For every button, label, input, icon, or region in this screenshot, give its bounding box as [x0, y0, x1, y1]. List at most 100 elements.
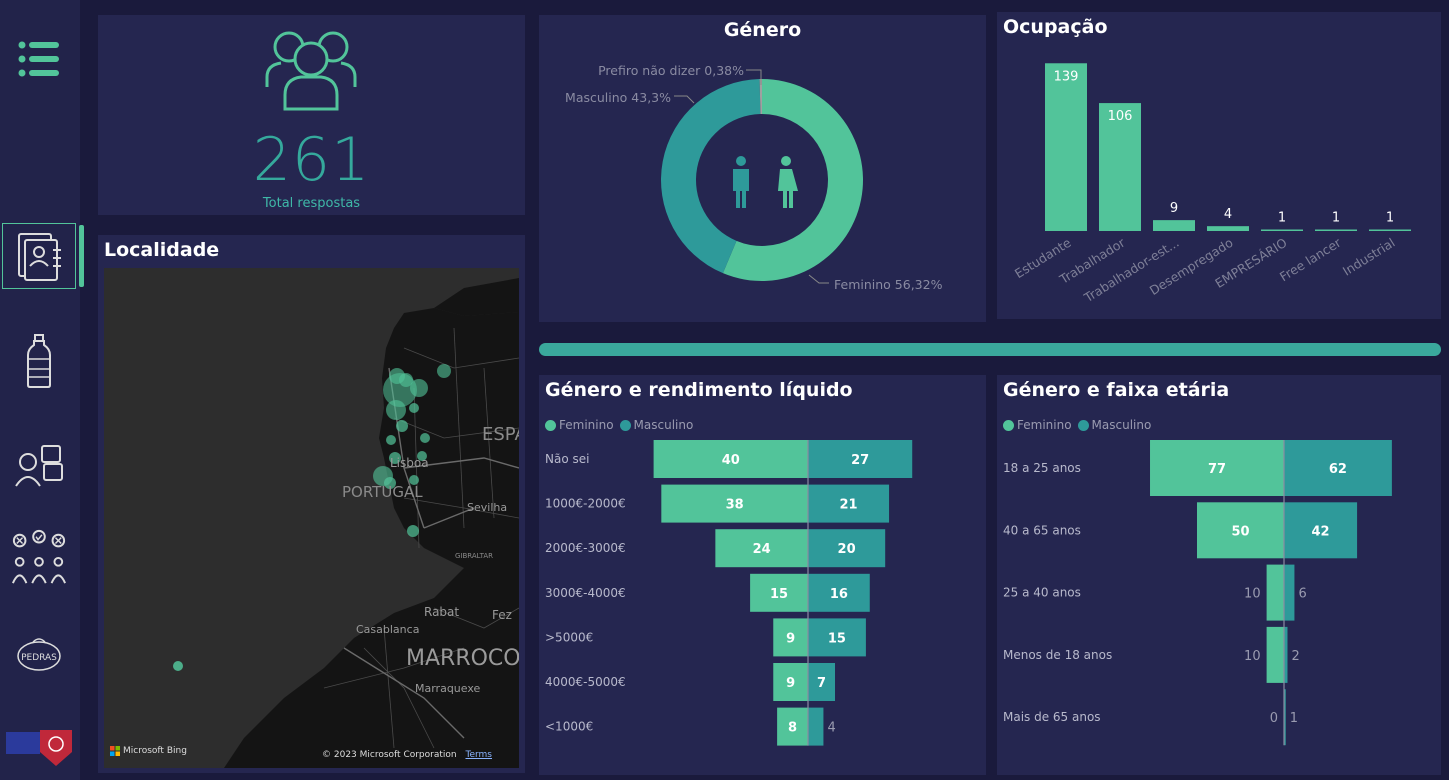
funnel-bar-feminino[interactable]	[777, 707, 808, 746]
svg-text:PEDRAS: PEDRAS	[21, 653, 57, 663]
funnel-bar-masculino[interactable]	[808, 618, 866, 657]
funnel-value-feminino: 10	[1244, 649, 1261, 664]
male-icon	[733, 156, 749, 208]
map-label-sevilha: Sevilha	[467, 501, 507, 514]
legend-masculino[interactable]: Masculino	[619, 418, 693, 432]
female-icon	[778, 156, 798, 208]
funnel-value-masculino: 16	[830, 587, 848, 602]
legend-feminino[interactable]: Feminino	[1003, 418, 1072, 432]
funnel-bar-feminino[interactable]	[661, 484, 808, 523]
bottle-icon[interactable]	[10, 332, 68, 390]
map-label-marrocos: MARROCOS	[406, 646, 519, 671]
faixa-legend: Feminino Masculino	[1003, 418, 1157, 432]
funnel-bar-feminino[interactable]	[1150, 440, 1284, 496]
funnel-value-masculino: 21	[839, 498, 857, 513]
funnel-bar-masculino[interactable]	[1284, 502, 1358, 559]
ocupacao-bar[interactable]	[1207, 226, 1249, 231]
kpi-value: 261	[252, 125, 371, 195]
ocupacao-bar-value: 1	[1386, 211, 1394, 226]
funnel-value-feminino: 38	[726, 498, 744, 513]
funnel-row-label: 18 a 25 anos	[1003, 461, 1081, 475]
funnel-value-masculino: 7	[817, 676, 826, 691]
funnel-value-feminino: 0	[1270, 711, 1278, 726]
funnel-bar-feminino[interactable]	[1266, 564, 1284, 621]
ocupacao-bar-value: 1	[1332, 211, 1340, 226]
funnel-bar-masculino[interactable]	[808, 707, 824, 746]
funnel-row-label: 40 a 65 anos	[1003, 523, 1081, 537]
funnel-bar-feminino[interactable]	[773, 618, 808, 657]
map-label-espa: ESPA	[482, 424, 519, 445]
funnel-value-masculino: 4	[827, 721, 835, 736]
donut-slice-feminino[interactable]	[722, 79, 863, 281]
donut-slice-prefiro[interactable]	[759, 79, 762, 115]
menu-icon[interactable]	[10, 30, 68, 88]
funnel-bar-feminino[interactable]	[715, 529, 808, 568]
ocupacao-panel: Ocupação 139 Estudante 106 Trabalhador 9 Trab…	[997, 12, 1441, 319]
sidebar: PEDRAS	[0, 0, 84, 780]
bing-credit: Microsoft Bing	[110, 746, 187, 756]
funnel-value-feminino: 10	[1244, 587, 1261, 602]
ocupacao-bar[interactable]	[1099, 103, 1141, 231]
ocupacao-bar-value: 4	[1224, 207, 1232, 222]
funnel-bar-masculino[interactable]	[1284, 564, 1295, 621]
copyright-text: © 2023 Microsoft Corporation	[322, 750, 457, 760]
microsoft-logo-icon	[110, 746, 120, 756]
funnel-value-masculino: 1	[1290, 711, 1298, 726]
funnel-row-label: <1000€	[545, 720, 593, 734]
ocupacao-category-label: Trabalhador-est...	[1081, 235, 1182, 306]
funnel-value-feminino: 50	[1231, 524, 1249, 539]
funnel-value-feminino: 77	[1208, 462, 1226, 477]
ocupacao-bar[interactable]	[1153, 220, 1195, 231]
faixa-panel: Género e faixa etária Feminino Masculino…	[997, 375, 1441, 775]
terms-link[interactable]: Terms	[465, 750, 492, 760]
localidade-title: Localidade	[104, 239, 220, 261]
ocupacao-bar[interactable]	[1315, 229, 1357, 232]
funnel-bar-masculino[interactable]	[808, 573, 870, 612]
ocupacao-bar-value: 106	[1108, 109, 1133, 124]
donut-slice-masculino[interactable]	[661, 79, 761, 274]
ocupacao-bar[interactable]	[1045, 63, 1087, 232]
users-icon	[265, 31, 357, 111]
funnel-bar-masculino[interactable]	[808, 440, 913, 478]
funnel-row-label: 3000€-4000€	[545, 586, 626, 600]
genero-panel: Género Prefiro não dizer 0,38% Masculino…	[539, 15, 986, 322]
funnel-value-feminino: 8	[788, 721, 797, 736]
ocupacao-title: Ocupação	[1003, 16, 1108, 38]
funnel-value-masculino: 20	[838, 542, 856, 557]
map-label-lisboa: Lisboa	[390, 456, 429, 470]
legend-feminino[interactable]: Feminino	[545, 418, 614, 432]
copyright-credit: © 2023 Microsoft Corporation Terms	[322, 750, 492, 760]
funnel-bar-masculino[interactable]	[808, 529, 886, 568]
map[interactable]: ESPA Lisboa PORTUGAL Sevilha GIBRALTAR R…	[104, 268, 519, 768]
funnel-bar-feminino[interactable]	[653, 440, 808, 478]
funnel-bar-feminino[interactable]	[1266, 626, 1284, 683]
rendimento-title: Género e rendimento líquido	[545, 379, 853, 401]
kpi-card: 261 Total respostas	[98, 15, 525, 215]
donut-label-feminino: Feminino 56,32%	[834, 277, 943, 292]
funnel-row-label: 4000€-5000€	[545, 675, 626, 689]
funnel-bar-masculino[interactable]	[1284, 626, 1288, 683]
funnel-bar-feminino[interactable]	[750, 573, 808, 612]
ocupacao-bar[interactable]	[1261, 229, 1303, 232]
faixa-title: Género e faixa etária	[1003, 379, 1230, 401]
funnel-bar-masculino[interactable]	[808, 663, 836, 701]
rendimento-legend: Feminino Masculino	[545, 418, 699, 432]
legend-masculino[interactable]: Masculino	[1077, 418, 1151, 432]
feedback-icon[interactable]	[10, 435, 68, 493]
funnel-bar-masculino[interactable]	[808, 484, 890, 523]
ocupacao-bar[interactable]	[1369, 229, 1411, 232]
map-label-casablanca: Casablanca	[356, 623, 419, 636]
funnel-value-feminino: 9	[786, 631, 795, 646]
funnel-value-feminino: 9	[786, 676, 795, 691]
nav-item-profile-report[interactable]	[2, 223, 76, 289]
funnel-bar-masculino[interactable]	[1284, 440, 1392, 496]
map-canvas[interactable]: ESPA Lisboa PORTUGAL Sevilha GIBRALTAR R…	[104, 268, 519, 768]
pedras-logo[interactable]: PEDRAS	[10, 625, 68, 683]
voting-icon[interactable]	[10, 528, 68, 586]
funnel-row-label: Menos de 18 anos	[1003, 648, 1112, 662]
funnel-bar-feminino[interactable]	[1197, 502, 1284, 559]
funnel-row-label: 1000€-2000€	[545, 497, 626, 511]
funnel-bar-feminino[interactable]	[773, 663, 808, 701]
funnel-bar-masculino[interactable]	[1284, 689, 1286, 746]
